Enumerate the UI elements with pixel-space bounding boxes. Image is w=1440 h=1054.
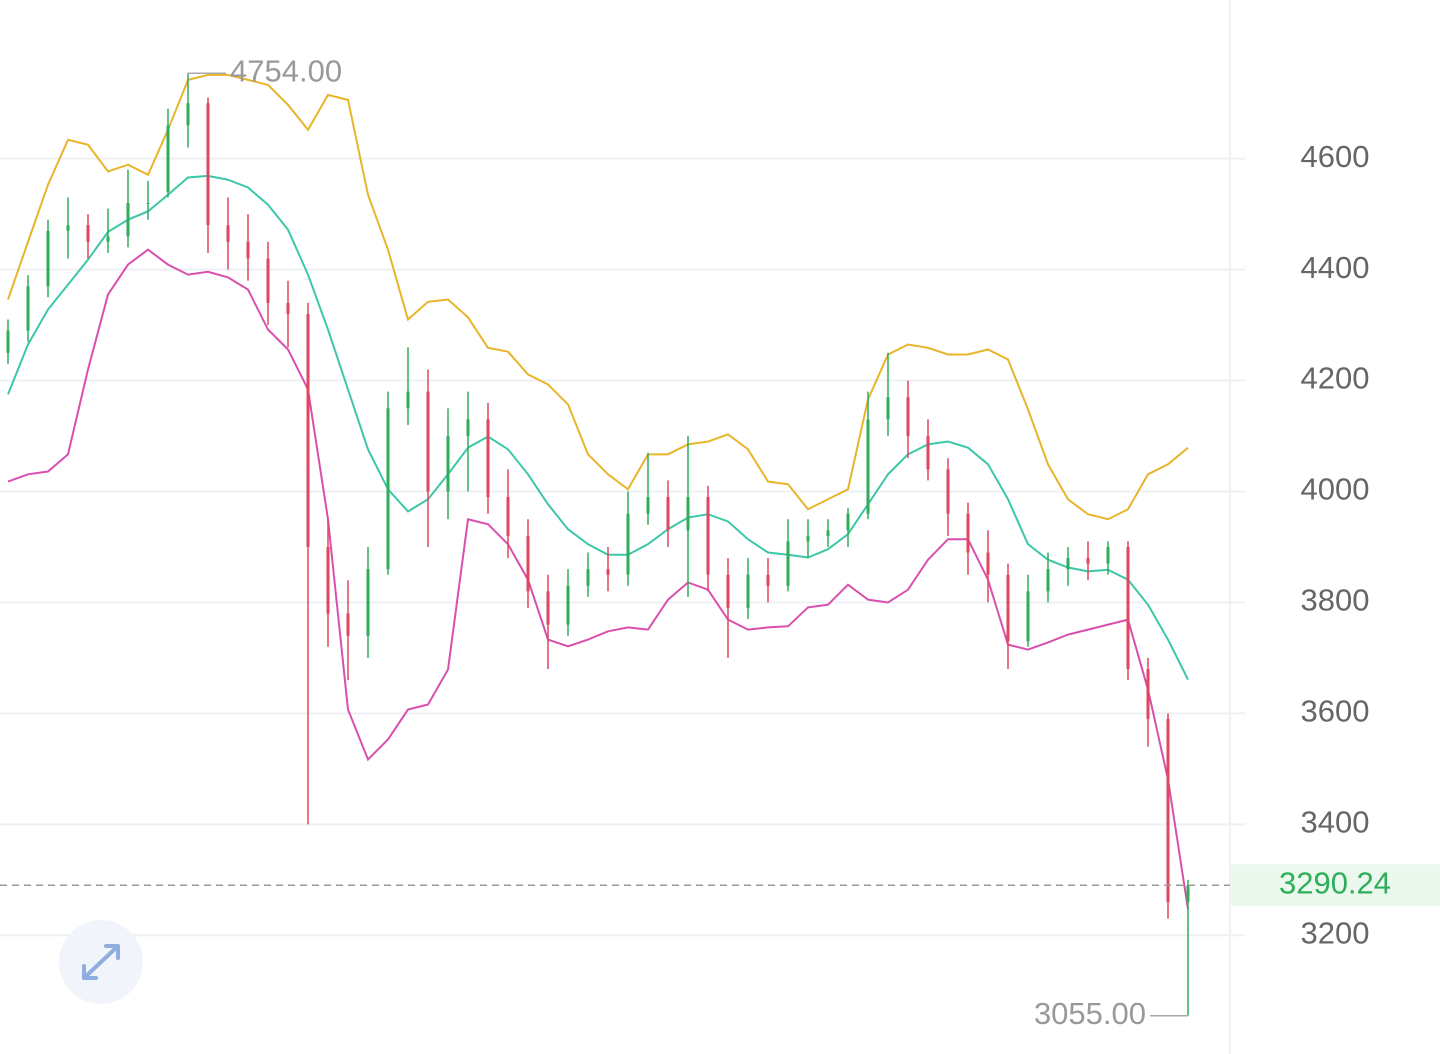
candle-body — [566, 585, 570, 625]
candle-body — [766, 574, 770, 586]
candle-body — [466, 419, 470, 437]
candle-body — [26, 286, 30, 331]
candle-body — [86, 225, 90, 242]
candle-body — [866, 419, 870, 514]
candle-body — [126, 203, 130, 237]
candle-body — [846, 513, 850, 531]
candle-body — [1006, 574, 1010, 642]
candle-body — [326, 546, 330, 614]
candle-body — [726, 574, 730, 608]
max-label: 4754.00 — [230, 53, 342, 88]
candle-body — [46, 230, 50, 287]
candle-body — [306, 313, 310, 547]
candle-body — [926, 436, 930, 470]
candle-body — [166, 125, 170, 192]
band-line — [7, 248, 1189, 910]
candle-body — [1166, 718, 1170, 903]
last-price-label: 3290.24 — [1279, 865, 1391, 900]
candle-body — [506, 497, 510, 536]
y-tick-label: 4600 — [1301, 139, 1370, 174]
candle-body — [786, 541, 790, 586]
candle-body — [526, 535, 530, 592]
candle-body — [966, 513, 970, 553]
candle-body — [386, 408, 390, 570]
candle-body — [266, 258, 270, 303]
y-tick-label: 4000 — [1301, 472, 1370, 507]
y-tick-label: 3600 — [1301, 694, 1370, 729]
min-label: 3055.00 — [1034, 996, 1146, 1031]
candle-body — [1186, 885, 1190, 903]
y-tick-label: 3200 — [1301, 915, 1370, 950]
candle-body — [66, 225, 70, 231]
candle-body — [1046, 569, 1050, 592]
candle-body — [686, 497, 690, 531]
candle-body — [206, 103, 210, 226]
candle-body — [1066, 558, 1070, 570]
band-line — [7, 73, 1189, 521]
candle-body — [406, 391, 410, 409]
y-tick-label: 3800 — [1301, 583, 1370, 618]
candle-body — [906, 397, 910, 437]
candle-body — [6, 330, 10, 353]
candle-body — [426, 391, 430, 492]
candle-body — [1026, 591, 1030, 642]
candle-body — [286, 302, 290, 314]
candle-body — [486, 419, 490, 498]
candle-body — [186, 103, 190, 126]
band-line — [7, 174, 1189, 681]
candle-body — [826, 530, 830, 536]
expand-button[interactable] — [59, 920, 143, 1004]
candle-body — [226, 225, 230, 242]
candle-body — [366, 569, 370, 636]
candle-body — [446, 436, 450, 492]
candle-body — [606, 569, 610, 575]
candle-body — [546, 591, 550, 625]
candle-body — [346, 613, 350, 636]
candle-body — [646, 497, 650, 514]
candle-body — [986, 552, 990, 575]
last-price-box — [1230, 864, 1440, 907]
candle-body — [146, 203, 150, 205]
candle-body — [946, 469, 950, 514]
candle-body — [666, 497, 670, 531]
y-tick-label: 4400 — [1301, 250, 1370, 285]
candle-body — [246, 241, 250, 259]
candle-body — [886, 397, 890, 420]
candle-body — [1146, 669, 1150, 719]
candle-body — [586, 569, 590, 586]
candle-body — [626, 513, 630, 575]
y-tick-label: 3400 — [1301, 805, 1370, 840]
candle-body — [746, 574, 750, 608]
candle-body — [1106, 546, 1110, 564]
candle-body — [1126, 546, 1130, 670]
candle-body — [806, 535, 810, 542]
candle-body — [1086, 558, 1090, 564]
candle-body — [706, 497, 710, 575]
expand-icon[interactable] — [82, 944, 120, 980]
y-tick-label: 4200 — [1301, 361, 1370, 396]
candle-body — [106, 236, 110, 242]
